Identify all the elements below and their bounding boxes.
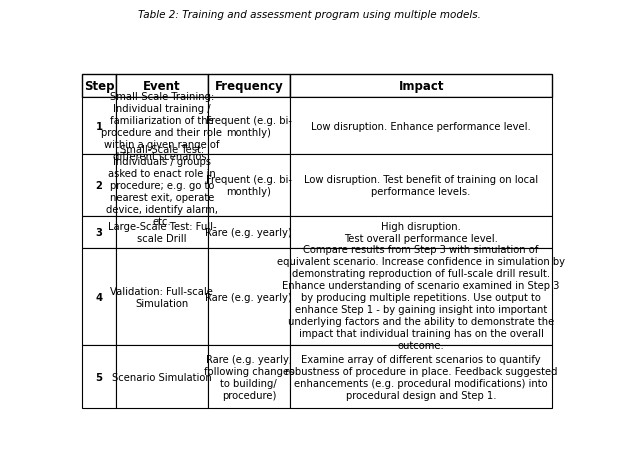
Bar xyxy=(290,75,552,98)
Text: Step: Step xyxy=(84,80,115,93)
Text: Frequency: Frequency xyxy=(214,80,284,93)
Text: Compare results from Step 3 with simulation of
equivalent scenario. Increase con: Compare results from Step 3 with simulat… xyxy=(277,244,565,350)
Text: Frequent (e.g. bi-
monthly): Frequent (e.g. bi- monthly) xyxy=(206,175,292,197)
Bar xyxy=(208,75,290,98)
Bar xyxy=(82,216,116,248)
Text: Event: Event xyxy=(143,80,181,93)
Bar xyxy=(208,248,290,346)
Text: 1: 1 xyxy=(95,121,103,131)
Text: Table 2: Training and assessment program using multiple models.: Table 2: Training and assessment program… xyxy=(138,10,481,20)
Bar xyxy=(208,346,290,408)
Bar xyxy=(290,216,552,248)
Bar xyxy=(208,98,290,155)
Bar xyxy=(82,248,116,346)
Bar xyxy=(82,155,116,216)
Text: Rare (e.g. yearly): Rare (e.g. yearly) xyxy=(206,227,292,237)
Text: Large-Scale Test: Full-
scale Drill: Large-Scale Test: Full- scale Drill xyxy=(108,221,216,243)
Bar xyxy=(290,155,552,216)
Bar xyxy=(116,155,208,216)
Bar xyxy=(290,98,552,155)
Text: Impact: Impact xyxy=(399,80,444,93)
Text: 2: 2 xyxy=(96,181,103,191)
Text: Frequent (e.g. bi-
monthly): Frequent (e.g. bi- monthly) xyxy=(206,115,292,138)
Text: Rare (e.g. yearly): Rare (e.g. yearly) xyxy=(206,292,292,302)
Text: 4: 4 xyxy=(95,292,103,302)
Bar xyxy=(208,155,290,216)
Text: 5: 5 xyxy=(95,372,103,382)
Text: Examine array of different scenarios to quantify
robustness of procedure in plac: Examine array of different scenarios to … xyxy=(285,354,557,400)
Bar xyxy=(82,346,116,408)
Bar xyxy=(82,75,116,98)
Bar xyxy=(116,216,208,248)
Text: Rare (e.g. yearly,
following changes
to building/
procedure): Rare (e.g. yearly, following changes to … xyxy=(204,354,294,400)
Bar xyxy=(290,346,552,408)
Text: Validation: Full-scale
Simulation: Validation: Full-scale Simulation xyxy=(110,286,214,308)
Bar xyxy=(82,98,116,155)
Bar xyxy=(116,248,208,346)
Bar xyxy=(208,216,290,248)
Text: Low disruption. Test benefit of training on local
performance levels.: Low disruption. Test benefit of training… xyxy=(304,175,538,197)
Bar xyxy=(290,248,552,346)
Bar xyxy=(116,98,208,155)
Text: Small-Scale Test:
Individuals / groups
asked to enact role in
procedure; e.g. go: Small-Scale Test: Individuals / groups a… xyxy=(106,145,218,226)
Bar xyxy=(116,346,208,408)
Text: High disruption.
Test overall performance level.: High disruption. Test overall performanc… xyxy=(344,221,498,243)
Text: 3: 3 xyxy=(96,227,103,237)
Bar xyxy=(116,75,208,98)
Text: Low disruption. Enhance performance level.: Low disruption. Enhance performance leve… xyxy=(311,121,531,131)
Text: Scenario Simulation: Scenario Simulation xyxy=(112,372,212,382)
Text: Small-Scale Training:
Individual training /
familiarization of the
procedure and: Small-Scale Training: Individual trainin… xyxy=(102,91,222,161)
